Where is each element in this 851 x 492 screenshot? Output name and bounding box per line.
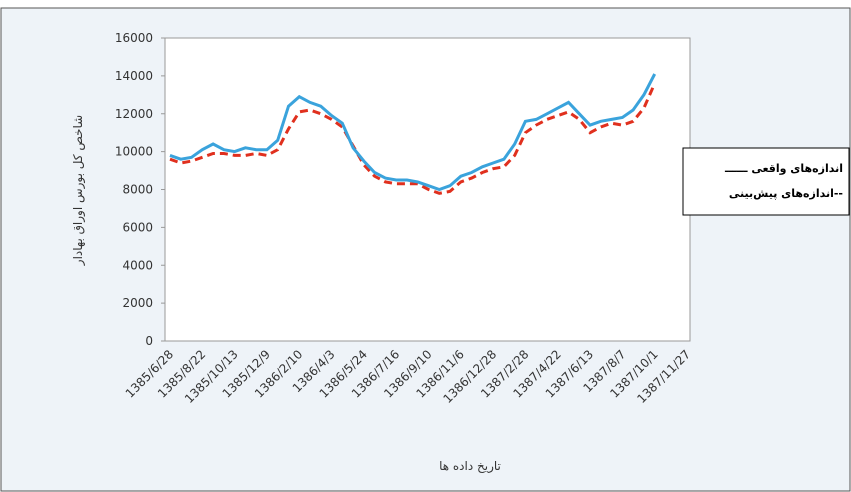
y-tick-label: 8000 <box>122 183 153 197</box>
data-line <box>169 73 657 192</box>
y-tick-label: 4000 <box>122 258 153 272</box>
y-tick-label: 14000 <box>115 69 153 83</box>
legend-box <box>682 147 850 216</box>
y-tick-label: 10000 <box>115 145 153 159</box>
y-tick-label: 6000 <box>122 220 153 234</box>
y-tick-label: 0 <box>145 334 153 348</box>
y-tick-label: 12000 <box>115 107 153 121</box>
legend-entry: اندازه‌های واقعی ــــــ <box>724 162 843 175</box>
y-tick-label: 16000 <box>115 31 153 45</box>
data-line <box>169 82 657 195</box>
legend-entry: اندازه‌های پیش‌بینی-- <box>729 187 843 200</box>
y-axis-label: شاخص کل بورس اوراق بهادار <box>71 115 86 266</box>
x-axis-label: تاریخ داده ها <box>439 459 501 474</box>
y-tick-label: 2000 <box>122 296 153 310</box>
